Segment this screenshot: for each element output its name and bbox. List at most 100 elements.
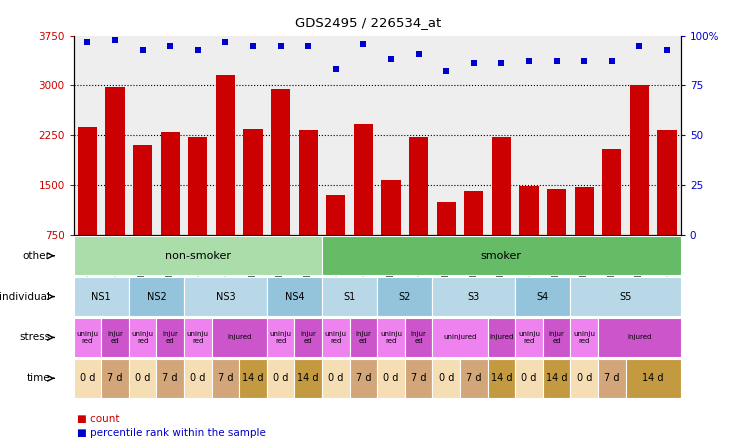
Text: S4: S4 <box>537 292 549 301</box>
Bar <box>74 318 102 357</box>
Text: S5: S5 <box>620 292 631 301</box>
Bar <box>487 359 515 398</box>
Point <box>634 42 645 49</box>
Text: non-smoker: non-smoker <box>165 251 231 261</box>
Bar <box>322 318 350 357</box>
Bar <box>598 359 626 398</box>
Bar <box>157 359 184 398</box>
Bar <box>598 318 681 357</box>
Point <box>661 46 673 53</box>
Text: uninju
red: uninju red <box>325 331 347 344</box>
Text: 7 d: 7 d <box>107 373 123 383</box>
Bar <box>354 124 373 285</box>
Point <box>578 58 590 65</box>
Point <box>137 46 149 53</box>
Text: time: time <box>26 373 50 383</box>
Bar <box>630 85 649 285</box>
Bar <box>266 318 294 357</box>
Bar <box>74 236 322 275</box>
Bar <box>322 236 681 275</box>
Bar <box>239 359 267 398</box>
Text: injured: injured <box>227 334 252 341</box>
Text: NS4: NS4 <box>285 292 304 301</box>
Text: GDS2495 / 226534_at: GDS2495 / 226534_at <box>295 16 441 28</box>
Bar <box>433 318 487 357</box>
Bar <box>626 359 681 398</box>
Text: uninju
red: uninju red <box>573 331 595 344</box>
Text: stress: stress <box>19 333 50 342</box>
Bar <box>487 318 515 357</box>
Point <box>330 66 342 73</box>
Point <box>413 50 425 57</box>
Text: 7 d: 7 d <box>411 373 426 383</box>
Bar <box>464 191 484 285</box>
Bar <box>436 202 456 285</box>
Bar <box>133 146 152 285</box>
Bar <box>322 277 377 316</box>
Text: uninjured: uninjured <box>443 334 477 341</box>
Bar <box>515 359 543 398</box>
Bar <box>492 137 511 285</box>
Text: injur
ed: injur ed <box>411 331 427 344</box>
Text: injured: injured <box>627 334 651 341</box>
Text: uninju
red: uninju red <box>132 331 154 344</box>
Bar <box>575 187 594 285</box>
Bar <box>184 359 212 398</box>
Text: uninju
red: uninju red <box>269 331 291 344</box>
Bar <box>378 277 433 316</box>
Bar <box>184 277 266 316</box>
Bar <box>547 189 566 285</box>
Text: S2: S2 <box>399 292 411 301</box>
Bar <box>74 277 129 316</box>
Point <box>302 42 314 49</box>
Bar <box>460 359 488 398</box>
Bar <box>378 318 405 357</box>
Text: injur
ed: injur ed <box>548 331 565 344</box>
Point <box>551 58 562 65</box>
Bar <box>515 318 543 357</box>
Bar <box>105 87 124 285</box>
Bar <box>294 318 322 357</box>
Point <box>523 58 535 65</box>
Text: other: other <box>23 251 50 261</box>
Bar <box>543 359 570 398</box>
Bar <box>657 130 676 285</box>
Text: 0 d: 0 d <box>190 373 205 383</box>
Bar <box>266 277 322 316</box>
Bar <box>409 138 428 285</box>
Text: injur
ed: injur ed <box>162 331 178 344</box>
Text: 14 d: 14 d <box>242 373 263 383</box>
Text: 0 d: 0 d <box>273 373 289 383</box>
Bar <box>570 359 598 398</box>
Bar <box>244 129 263 285</box>
Point <box>495 60 507 67</box>
Bar <box>160 132 180 285</box>
Bar <box>520 186 539 285</box>
Point <box>164 42 176 49</box>
Text: ■ count: ■ count <box>77 414 120 424</box>
Text: 7 d: 7 d <box>218 373 233 383</box>
Point <box>192 46 204 53</box>
Bar <box>405 359 433 398</box>
Bar <box>570 318 598 357</box>
Bar <box>157 318 184 357</box>
Text: injured: injured <box>489 334 514 341</box>
Bar <box>212 359 239 398</box>
Bar <box>326 195 345 285</box>
Text: injur
ed: injur ed <box>107 331 123 344</box>
Text: 14 d: 14 d <box>643 373 664 383</box>
Text: NS3: NS3 <box>216 292 236 301</box>
Text: 14 d: 14 d <box>491 373 512 383</box>
Text: 0 d: 0 d <box>135 373 150 383</box>
Text: ■ percentile rank within the sample: ■ percentile rank within the sample <box>77 428 266 438</box>
Bar <box>322 359 350 398</box>
Text: 7 d: 7 d <box>604 373 620 383</box>
Bar <box>129 359 156 398</box>
Bar <box>212 318 266 357</box>
Text: 0 d: 0 d <box>79 373 95 383</box>
Point <box>275 42 286 49</box>
Text: uninju
red: uninju red <box>77 331 99 344</box>
Bar <box>515 277 570 316</box>
Text: 14 d: 14 d <box>297 373 319 383</box>
Text: uninju
red: uninju red <box>518 331 540 344</box>
